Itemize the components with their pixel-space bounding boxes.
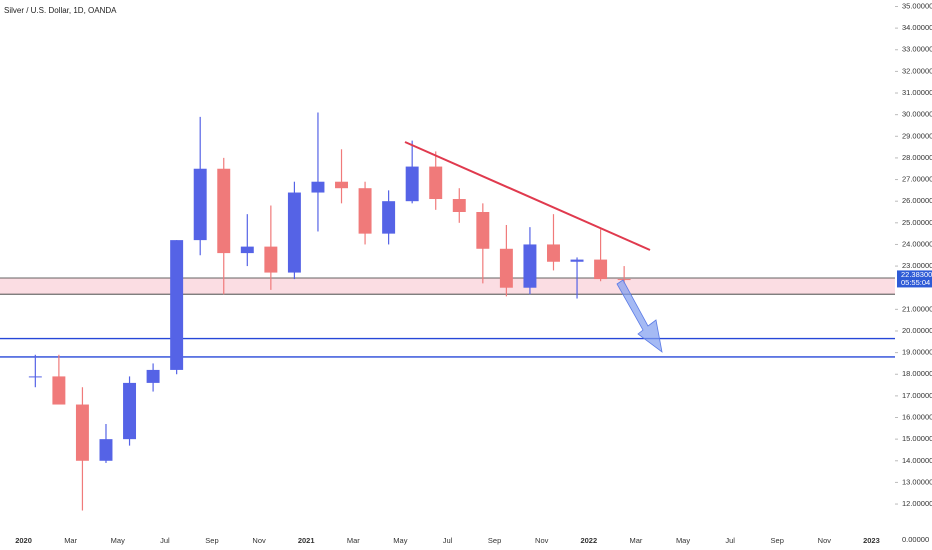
y-tick-label: 33.00000 [902,45,932,54]
x-tick-label: Nov [252,536,266,545]
y-axis-bottom-label: 0.00000 [902,535,929,544]
candle-body [217,168,231,254]
price-label: 22.38300 [901,270,932,279]
x-tick-label: 2020 [15,536,32,545]
y-tick-label: 17.00000 [902,391,932,400]
candle-body [382,201,396,234]
candle-body [429,166,443,200]
candle-body [99,439,113,461]
candle-body [452,199,466,212]
candle-body [240,246,254,254]
x-tick-label: Mar [347,536,360,545]
candle-body [52,376,66,405]
candle-body [570,259,584,262]
x-tick-label: May [393,536,407,545]
x-tick-label: May [111,536,125,545]
candle-body [75,404,89,461]
candle-body [193,168,207,241]
x-tick-label: Nov [818,536,832,545]
y-tick-label: 32.00000 [902,66,932,75]
candle-body [335,181,348,189]
y-tick-label: 25.00000 [902,218,932,227]
y-tick-label: 26.00000 [902,196,932,205]
y-tick-label: 20.00000 [902,326,932,335]
y-tick-label: 12.00000 [902,499,932,508]
y-tick-label: 27.00000 [902,175,932,184]
support-zone [0,277,895,295]
candle-body [311,181,325,193]
x-tick-label: 2021 [298,536,315,545]
y-tick-label: 24.00000 [902,239,932,248]
x-tick-label: Nov [535,536,549,545]
countdown-label: 05:55:04 [901,278,930,287]
trend-line [404,141,651,251]
candle-body [476,212,490,249]
y-tick-label: 35.00000 [902,1,932,10]
x-tick-label: Sep [488,536,501,545]
price-label-box [897,270,932,288]
candle-body [170,240,184,370]
y-tick-label: 28.00000 [902,153,932,162]
candle-body [499,248,513,288]
candle-body [405,166,419,202]
y-tick-label: 21.00000 [902,304,932,313]
candle-body [358,188,372,234]
candle-body [146,369,160,383]
y-tick-label: 34.00000 [902,23,932,32]
y-tick-label: 19.00000 [902,348,932,357]
candle-body [123,382,137,440]
candle-body [287,192,301,273]
y-tick-label: 15.00000 [902,434,932,443]
x-tick-label: 2023 [863,536,880,545]
y-tick-label: 30.00000 [902,110,932,119]
candle-body [547,244,560,262]
chart-title: Silver / U.S. Dollar, 1D, OANDA [4,6,117,15]
x-tick-label: Sep [771,536,784,545]
x-tick-label: 2022 [580,536,597,545]
x-tick-label: Mar [629,536,642,545]
x-tick-label: Jul [443,536,453,545]
candle-body [617,279,631,281]
x-tick-label: Jul [160,536,170,545]
y-tick-label: 23.00000 [902,261,932,270]
x-tick-label: May [676,536,690,545]
y-tick-label: 13.00000 [902,477,932,486]
candle-body [28,376,42,378]
x-tick-label: Sep [205,536,218,545]
candle-body [594,259,608,280]
y-tick-label: 16.00000 [902,412,932,421]
candle-body [523,244,537,288]
y-tick-label: 31.00000 [902,88,932,97]
projection-arrow [616,279,663,353]
y-tick-label: 14.00000 [902,456,932,465]
y-tick-label: 29.00000 [902,131,932,140]
y-tick-label: 18.00000 [902,369,932,378]
candle-body [264,246,278,273]
x-tick-label: Mar [64,536,77,545]
x-tick-label: Jul [725,536,735,545]
